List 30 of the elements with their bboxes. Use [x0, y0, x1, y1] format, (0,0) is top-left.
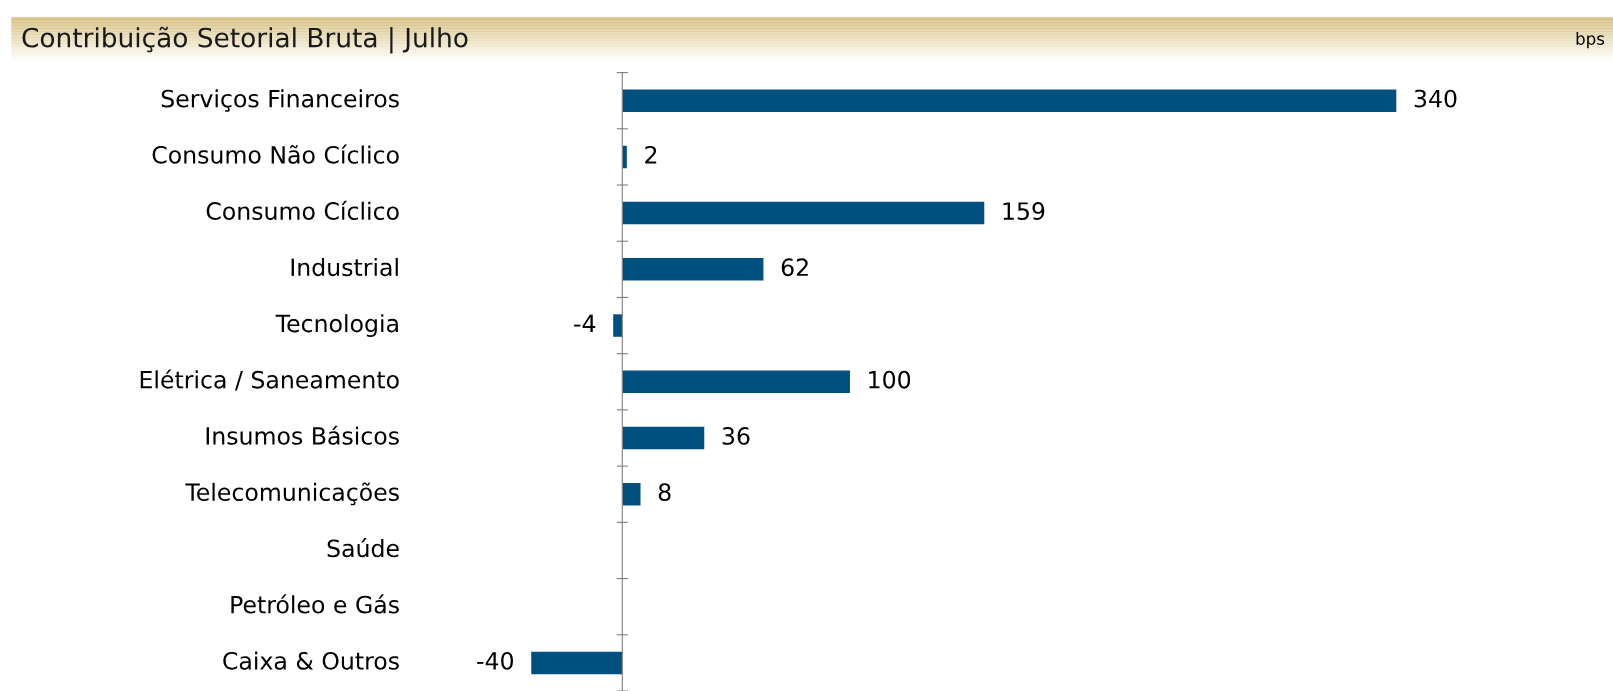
data-label: 100 [869, 370, 911, 389]
y-tick-label: Petróleo e Gás [231, 594, 399, 614]
data-label: 159 [1003, 202, 1045, 220]
y-tick-label: Caixa & Outros [223, 651, 399, 670]
bar [622, 258, 764, 281]
data-label: -4 [574, 314, 596, 333]
text: Contribuição Setorial Bruta | Julho [22, 26, 468, 54]
y-tick-label: Insumos Básicos [206, 425, 399, 445]
data-label: -40 [477, 651, 514, 670]
data-label: 8 [658, 483, 671, 502]
y-tick-label: Elétrica / Saneamento [140, 369, 399, 391]
data-label: 2 [645, 145, 657, 164]
y-tick-label: Consumo Cíclico [206, 200, 399, 220]
bar [622, 370, 850, 394]
y-tick-label: Serviços Financeiros [161, 89, 399, 112]
data-label: 340 [1414, 89, 1457, 108]
y-tick-label: Industrial [291, 257, 398, 277]
text: bps [1576, 32, 1605, 49]
bar [622, 89, 1397, 112]
y-tick-label: Consumo Não Cíclico [152, 144, 399, 164]
bar [622, 201, 985, 225]
y-tick-label: Telecomunicações [185, 482, 399, 506]
y-tick-label: Saúde [327, 538, 399, 558]
bar [531, 651, 623, 675]
data-label: 62 [781, 258, 808, 277]
bar [622, 426, 705, 450]
bar [622, 482, 641, 506]
data-label: 36 [722, 426, 750, 445]
y-tick-label: Tecnologia [275, 314, 398, 337]
bar [613, 314, 623, 337]
